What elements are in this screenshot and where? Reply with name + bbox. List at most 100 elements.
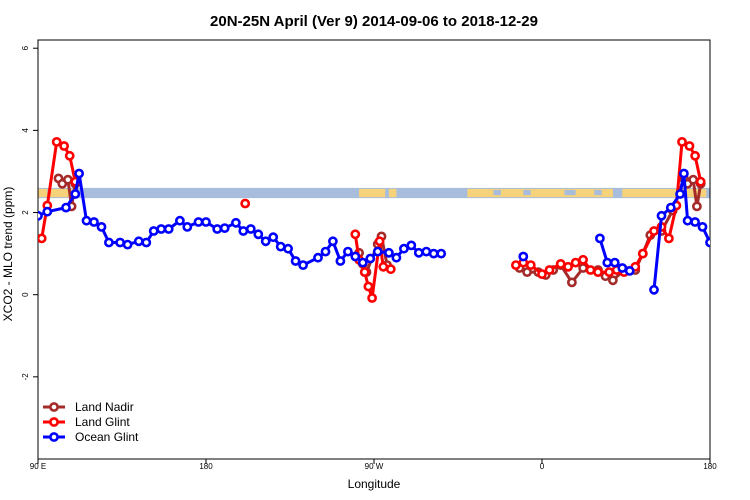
data-point [367,293,377,303]
data-point [104,237,114,248]
data-point [378,261,389,272]
data-point [298,260,308,270]
data-point [436,248,447,259]
x-tick-label: 90 E [30,462,46,471]
data-point [42,206,53,217]
data-point [428,248,439,259]
data-point [335,256,346,266]
data-point [413,247,424,258]
data-point [350,229,361,240]
data-point [64,150,75,161]
data-point [59,141,69,151]
data-point [624,265,635,276]
land-patch [622,188,684,198]
ocean-gap [493,189,501,196]
data-point [697,221,708,232]
data-point [156,224,167,234]
data-point [656,210,667,221]
y-tick-label: -2 [21,373,30,381]
data-point [372,246,383,257]
data-point [518,251,529,262]
data-point [684,141,695,151]
data-point [89,217,99,227]
data-point [585,265,596,275]
data-point [391,252,402,263]
ocean-gap [594,189,602,196]
data-point [649,226,659,236]
data-point [240,198,251,209]
y-tick-label: 2 [21,210,30,215]
data-point [609,257,620,268]
data-point [193,217,204,227]
series-ocean-glint [38,168,710,295]
data-point [81,215,92,226]
data-point [290,256,301,266]
data-point [595,233,605,244]
data-point [522,267,532,277]
data-point [74,168,84,179]
data-point [219,223,230,233]
data-point [637,248,648,259]
data-point [682,215,693,226]
data-point [182,221,193,232]
y-tick-label: 4 [21,128,30,133]
data-point [38,233,47,244]
chart-title: 20N-25N April (Ver 9) 2014-09-06 to 2018… [210,13,538,30]
data-point [544,265,555,275]
data-point [383,247,394,258]
y-tick-label: 6 [21,45,30,50]
land-patch [38,188,48,198]
data-point [253,229,264,240]
data-point [70,189,81,199]
data-point [238,226,249,236]
data-point [320,246,331,257]
land-patch [49,188,76,198]
data-point [705,237,710,248]
data-point [695,176,706,187]
data-point [163,224,174,234]
data-point [688,174,699,185]
data-point [675,189,685,199]
data-point [567,277,577,288]
data-point [141,237,152,248]
data-point [421,246,432,257]
data-point [677,136,687,147]
data-point [385,264,396,275]
data-point [245,224,256,234]
x-tick-label: 180 [199,462,213,471]
data-point [115,237,125,248]
data-point [365,253,376,264]
data-point [665,202,676,213]
x-tick-label: 180 [703,462,717,471]
data-point [313,252,323,263]
x-axis-label: Longitude [348,477,401,491]
ocean-gap [564,189,576,196]
land-patch [359,188,386,198]
data-point [174,215,185,226]
data-point [593,267,603,277]
data-point [230,217,241,228]
data-point [357,257,368,268]
data-point [563,261,573,272]
data-point [692,201,702,212]
data-point [61,202,71,213]
land-patch [388,188,397,198]
x-tick-label: 0 [540,462,545,471]
data-point [649,284,659,295]
legend-label: Land Glint [75,415,130,429]
data-point [359,267,370,277]
data-point [63,174,73,185]
land-patch [467,188,613,198]
legend-label: Ocean Glint [75,430,139,444]
data-point [604,267,615,277]
data-point [268,232,279,243]
data-point [260,236,271,247]
x-axis: 90 E 180 90 W 0 180 [30,459,717,471]
y-tick-label: 0 [21,292,30,297]
data-point [608,275,618,286]
data-point [525,260,536,270]
data-point [283,243,293,254]
legend-marker [49,432,59,442]
